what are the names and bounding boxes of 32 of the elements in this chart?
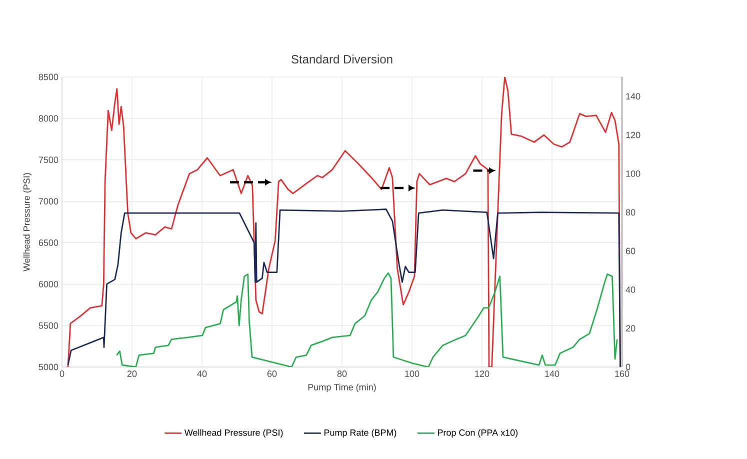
y-tick-label: 8000 xyxy=(38,115,58,122)
line-series xyxy=(67,77,621,367)
chart-title: Standard Diversion xyxy=(292,54,392,64)
y2-tick-label: 80 xyxy=(626,209,636,216)
x-tick-label: 60 xyxy=(267,370,277,377)
x-tick-label: 80 xyxy=(337,370,347,377)
y-tick-label: 5000 xyxy=(38,364,58,370)
x-tick-label: 160 xyxy=(615,370,630,377)
legend-label: Prop Con (PPA x10) xyxy=(438,429,518,438)
y2-tick-label: 20 xyxy=(626,325,636,332)
x-tick-label: 20 xyxy=(127,370,137,377)
y-tick-label: 8500 xyxy=(38,74,58,80)
x-tick-label: 120 xyxy=(475,370,490,377)
y-axis-title: Wellhead Pressure (PSI) xyxy=(23,173,32,272)
legend-label: Pump Rate (BPM) xyxy=(324,429,396,438)
y-tick-label: 5500 xyxy=(38,322,58,329)
y2-tick-label: 60 xyxy=(626,248,636,254)
y-tick-label: 6000 xyxy=(38,280,58,288)
y2-tick-label: 140 xyxy=(626,93,640,100)
x-tick-label: 140 xyxy=(545,370,560,377)
legend-label: Wellhead Pressure (PSI) xyxy=(184,429,283,438)
x-tick-label: 100 xyxy=(405,370,420,377)
x-axis-title: Pump Time (min) xyxy=(308,384,376,392)
y-tick-label: 7500 xyxy=(38,156,58,164)
y-tick-label: 7000 xyxy=(38,198,58,204)
y2-tick-label: 100 xyxy=(626,170,640,177)
y-tick-label: 6500 xyxy=(38,240,58,246)
x-tick-label: 0 xyxy=(60,370,64,377)
y2-tick-label: 0 xyxy=(626,364,630,370)
x-tick-label: 40 xyxy=(197,370,207,377)
y2-tick-label: 40 xyxy=(626,286,636,293)
y2-tick-label: 120 xyxy=(626,132,640,138)
